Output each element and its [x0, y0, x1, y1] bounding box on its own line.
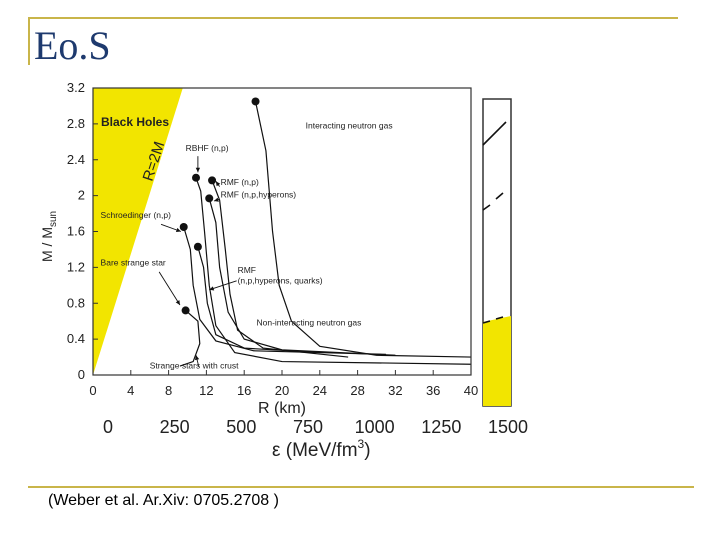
x-tick-label: 4	[127, 383, 134, 398]
citation-text: (Weber et al. Ar.Xiv: 0705.2708 )	[48, 492, 279, 509]
energy-tick-label: 250	[160, 417, 190, 437]
black-hole-region	[93, 88, 183, 375]
curve-label: Strange stars with crust	[150, 361, 239, 371]
y-tick-label: 1.2	[67, 259, 85, 274]
y-tick-label: 0.8	[67, 295, 85, 310]
curve-label: RMF (n,p,hyperons)	[221, 189, 297, 199]
series-line	[179, 309, 201, 367]
arrow-line	[209, 280, 237, 291]
slide-frame-top	[28, 17, 678, 19]
x-tick-label: 32	[388, 383, 402, 398]
background-energy-plot: 0 250 500 750 1000 1250 1500 ε (MeV/fm3)	[103, 98, 528, 461]
background-curve-3	[482, 316, 504, 324]
y-tick-label: 2.4	[67, 152, 85, 167]
arrow-head	[209, 286, 215, 291]
mass-axis-ticks: 0 0.4 0.8 1.2 1.6 2 2.4 2.8 3.2	[67, 80, 98, 382]
arrow-line	[158, 271, 181, 306]
max-mass-dot	[193, 242, 202, 251]
max-mass-points	[179, 97, 260, 315]
arrow-head	[175, 300, 180, 306]
background-curve-2	[482, 192, 504, 211]
y-tick-label: 0.4	[67, 331, 85, 346]
mass-axis-label: M / Msun	[39, 211, 59, 262]
curve-label: RMF (n,p)	[221, 177, 259, 187]
max-mass-dot	[181, 306, 190, 315]
max-mass-dot	[208, 176, 217, 185]
max-mass-dot	[205, 194, 214, 203]
energy-tick-label: 500	[226, 417, 256, 437]
max-mass-dot	[179, 223, 188, 232]
slide-title: Eo.S	[34, 23, 111, 68]
arrow-head	[215, 181, 221, 187]
arrow-head	[175, 227, 181, 233]
x-tick-label: 36	[426, 383, 440, 398]
energy-tick-label: 750	[293, 417, 323, 437]
curve-label: Bare strange star	[101, 258, 166, 268]
y-tick-label: 2	[78, 188, 85, 203]
x-tick-label: 8	[165, 383, 172, 398]
x-tick-label: 16	[237, 383, 251, 398]
y-tick-label: 2.8	[67, 116, 85, 131]
label-arrows	[158, 156, 237, 368]
x-tick-label: 12	[199, 383, 213, 398]
series-line	[197, 246, 320, 354]
x-tick-label: 40	[464, 383, 478, 398]
arrow-head	[195, 167, 201, 173]
main-mass-radius-plot: Interacting neutron gas RBHF (n,p) RMF (n,…	[39, 80, 478, 417]
energy-axis-label: ε (MeV/fm3)	[272, 437, 371, 461]
max-mass-dot	[192, 173, 201, 182]
curve-label: RBHF (n,p)	[186, 143, 229, 153]
curve-label: Non-interacting neutron gas	[256, 318, 361, 328]
y-tick-label: 1.6	[67, 224, 85, 239]
x-tick-label: 28	[350, 383, 364, 398]
series-line	[195, 177, 472, 365]
arrow-head	[213, 197, 219, 202]
energy-tick-label: 0	[103, 417, 113, 437]
series-line	[211, 180, 349, 358]
energy-axis-ticks: 0 250 500 750 1000 1250 1500	[103, 417, 528, 437]
curve-label: RMF	[238, 265, 256, 275]
arrow-head	[194, 355, 200, 361]
curve-label: Schroedinger (n,p)	[101, 210, 172, 220]
x-tick-label: 24	[313, 383, 327, 398]
radius-axis-label: R (km)	[258, 400, 306, 417]
y-tick-label: 0	[78, 367, 85, 382]
energy-tick-label: 1500	[488, 417, 528, 437]
series-line	[183, 226, 386, 355]
background-yellow-region	[483, 316, 511, 406]
background-curve-1	[482, 121, 507, 146]
series-lines	[179, 101, 472, 367]
x-tick-label: 0	[89, 383, 96, 398]
black-holes-label: Black Holes	[101, 115, 169, 129]
curve-label: Interacting neutron gas	[306, 120, 393, 130]
curve-labels: Interacting neutron gas RBHF (n,p) RMF (n,…	[101, 120, 393, 370]
energy-tick-label: 1250	[421, 417, 461, 437]
x-tick-label: 20	[275, 383, 289, 398]
energy-tick-label: 1000	[355, 417, 395, 437]
curve-label: (n,p,hyperons, quarks)	[238, 276, 323, 286]
y-tick-label: 3.2	[67, 80, 85, 95]
slide-frame-left	[28, 17, 30, 65]
max-mass-dot	[251, 97, 260, 106]
slide-frame-bottom	[28, 486, 694, 488]
radius-axis-ticks: 0 4 8 12 16 20 24 28 32 36 40	[89, 370, 478, 398]
